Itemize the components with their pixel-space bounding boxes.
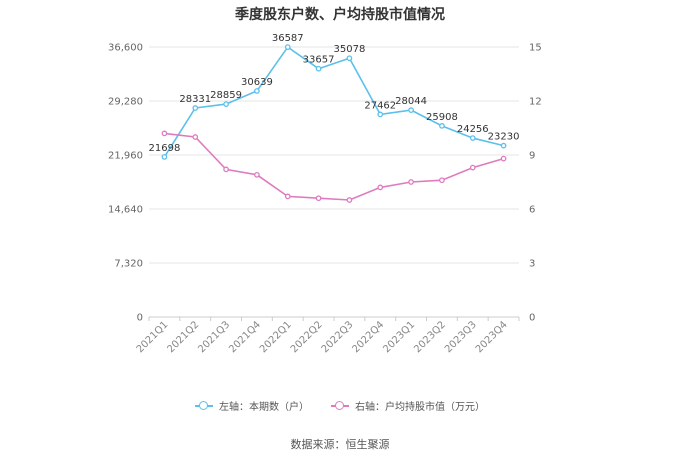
legend-label-avg-value: 右轴：户均持股市值（万元） bbox=[355, 402, 485, 413]
series-point-0 bbox=[500, 142, 507, 149]
series-point-0 bbox=[469, 135, 476, 141]
x-tick-label: 2021Q3 bbox=[196, 319, 232, 355]
data-label: 24256 bbox=[457, 124, 489, 135]
x-tick-label: 2023Q4 bbox=[474, 319, 510, 355]
legend-swatch-avg-value-icon bbox=[331, 400, 349, 411]
series-point-0 bbox=[439, 123, 445, 129]
chart-title: 季度股东户数、户均持股市值情况 bbox=[235, 7, 445, 23]
x-tick-label: 2022Q4 bbox=[351, 319, 387, 355]
series-point-0 bbox=[284, 44, 291, 50]
x-tick-label: 2021Q2 bbox=[166, 319, 202, 355]
series-point-1 bbox=[346, 197, 353, 203]
series-point-0 bbox=[315, 65, 322, 72]
series-point-1 bbox=[223, 166, 229, 173]
x-tick-label: 2023Q2 bbox=[412, 319, 448, 355]
series-point-1 bbox=[315, 195, 322, 202]
series-point-1 bbox=[284, 193, 291, 200]
data-label: 21698 bbox=[149, 143, 181, 154]
series-point-0 bbox=[161, 154, 168, 160]
series-point-1 bbox=[469, 164, 476, 171]
x-tick-label: 2023Q1 bbox=[381, 319, 417, 355]
x-tick-label: 2022Q2 bbox=[289, 319, 325, 355]
series-point-1 bbox=[192, 134, 199, 140]
series-point-1 bbox=[439, 177, 445, 184]
x-tick-label: 2022Q1 bbox=[258, 319, 294, 355]
series-point-1 bbox=[500, 155, 507, 162]
left-tick-label: 36,600 bbox=[108, 43, 143, 54]
series-point-1 bbox=[254, 171, 260, 178]
x-tick-label: 2021Q1 bbox=[135, 319, 171, 355]
legend-swatch-holders-icon bbox=[195, 400, 213, 411]
data-label: 30639 bbox=[241, 77, 273, 88]
left-tick-label: 21,960 bbox=[108, 151, 143, 162]
legend-item-avg-value[interactable]: 右轴：户均持股市值（万元） bbox=[331, 398, 485, 413]
right-tick-label: 15 bbox=[529, 43, 542, 54]
right-tick-label: 9 bbox=[529, 151, 535, 162]
series-point-0 bbox=[223, 101, 229, 107]
source-note: 数据来源：恒生聚源 bbox=[290, 438, 390, 451]
series-point-0 bbox=[408, 107, 414, 113]
series-point-0 bbox=[254, 88, 260, 94]
series-point-0 bbox=[377, 111, 384, 118]
data-label: 23230 bbox=[488, 132, 520, 143]
data-label: 25908 bbox=[426, 112, 458, 123]
legend: 左轴：本期数（户） 右轴：户均持股市值（万元） bbox=[0, 398, 680, 413]
right-tick-label: 3 bbox=[529, 259, 535, 270]
x-tick-label: 2021Q4 bbox=[227, 319, 263, 355]
data-label: 28859 bbox=[210, 90, 242, 101]
right-tick-label: 0 bbox=[529, 313, 535, 324]
series-point-0 bbox=[192, 105, 199, 111]
data-label: 27462 bbox=[364, 100, 396, 111]
legend-label-holders: 左轴：本期数（户） bbox=[219, 402, 309, 413]
data-label: 35078 bbox=[334, 44, 366, 55]
series-line-1 bbox=[164, 132, 504, 201]
legend-item-holders[interactable]: 左轴：本期数（户） bbox=[195, 398, 309, 413]
series-point-1 bbox=[408, 179, 414, 185]
right-tick-label: 6 bbox=[529, 205, 535, 216]
x-tick-label: 2022Q3 bbox=[320, 319, 356, 355]
left-tick-label: 29,280 bbox=[108, 97, 143, 108]
series-point-1 bbox=[161, 130, 168, 137]
left-tick-label: 7,320 bbox=[114, 259, 143, 270]
series-point-0 bbox=[346, 55, 353, 62]
series-line-0 bbox=[163, 45, 504, 158]
series-point-1 bbox=[377, 184, 384, 191]
right-tick-label: 12 bbox=[529, 97, 542, 108]
data-label: 36587 bbox=[272, 33, 304, 44]
left-tick-label: 14,640 bbox=[108, 205, 143, 216]
x-tick-label: 2023Q3 bbox=[443, 319, 479, 355]
left-tick-label: 0 bbox=[137, 313, 143, 324]
data-label: 28044 bbox=[395, 96, 427, 107]
data-label: 33657 bbox=[303, 55, 335, 66]
data-label: 28331 bbox=[179, 94, 211, 105]
